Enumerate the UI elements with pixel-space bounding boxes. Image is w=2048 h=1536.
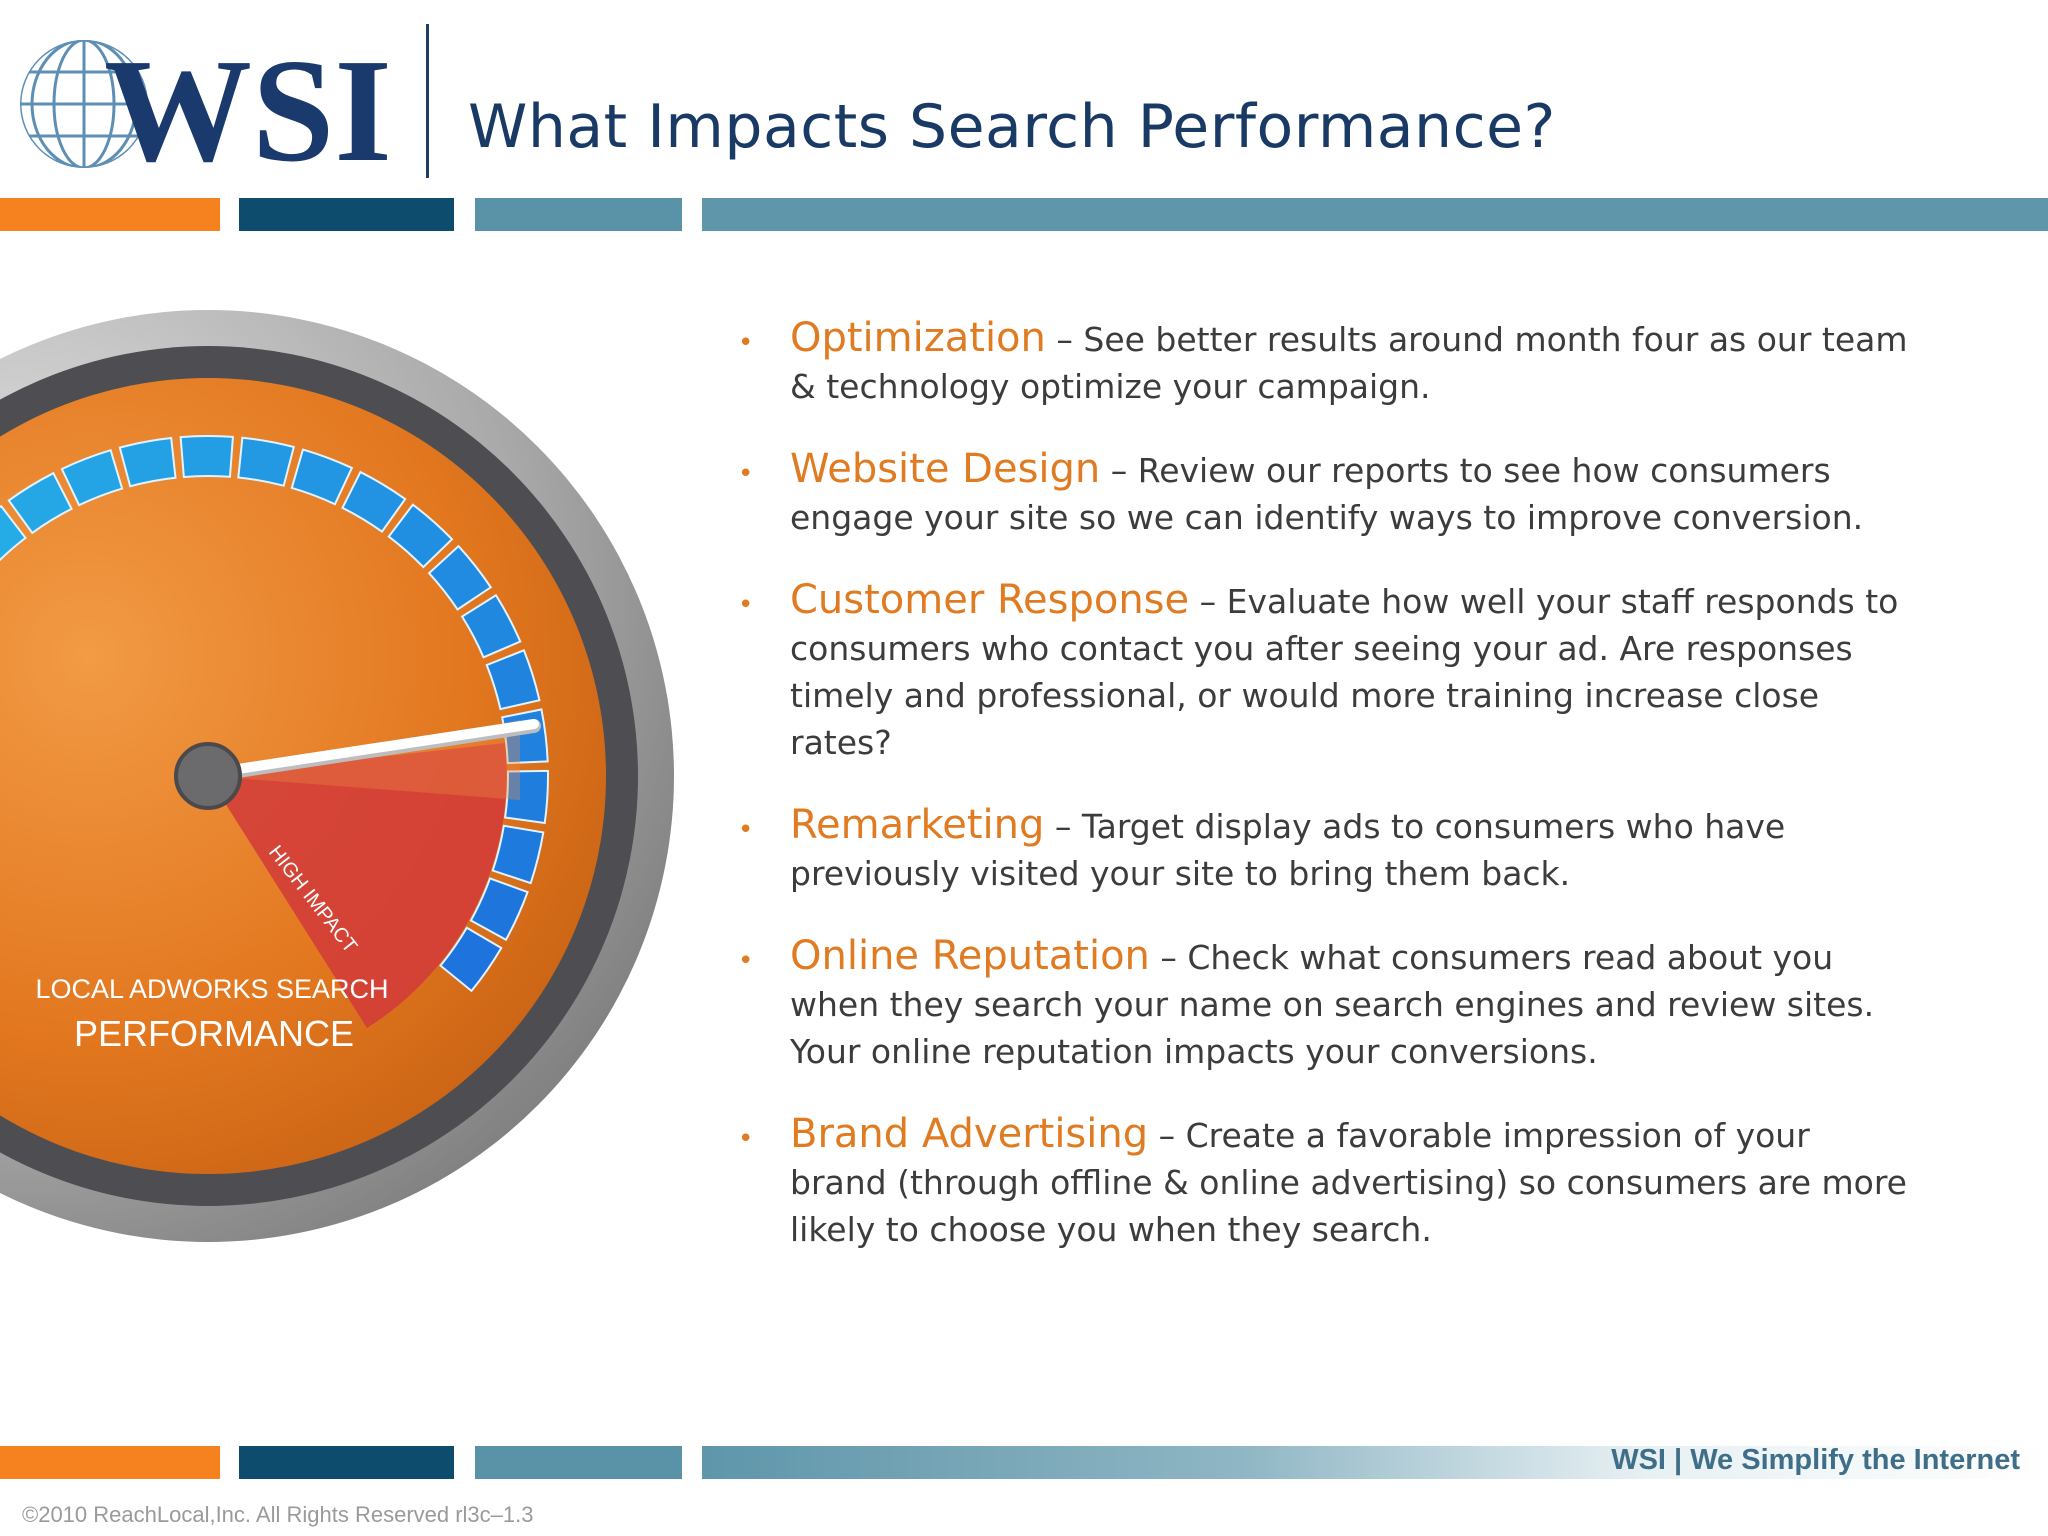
gauge-arc-segment [341,470,407,534]
wsi-logo: WSI [20,29,392,182]
list-item-brand-advertising: • Brand Advertising – Create a favorable… [736,1114,1916,1256]
gauge-label-line2: PERFORMANCE [74,1013,354,1054]
logo-text: WSI [104,29,392,182]
footer-tagline: WSI | We Simplify the Internet [1611,1444,2020,1476]
impact-factor-list: • Optimization – See better results arou… [736,318,1916,1292]
bottom-bar-fade [702,1446,2048,1479]
list-item-online-reputation: • Online Reputation – Check what consume… [736,936,1916,1078]
bottom-bar-orange [0,1446,220,1479]
top-bar-navy [239,198,454,231]
gauge-arc-segment [503,769,549,825]
bullet-icon: • [738,1124,754,1154]
gauge-arc-segment [290,448,354,506]
gauge-label-line1: LOCAL ADWORKS SEARCH [35,974,388,1004]
item-title: Website Design [790,446,1101,492]
gauge-arc-segment [485,648,541,711]
gauge-arc-segment [7,471,73,535]
gauge-arc-segment [439,926,503,993]
gauge-arc-segment [118,436,177,488]
gauge-arc-segment [237,436,296,487]
gauge-arc-segment [469,877,529,942]
bullet-icon: • [738,946,754,976]
item-title: Optimization [790,315,1046,361]
list-item-remarketing: • Remarketing – Target display ads to co… [736,805,1916,900]
gauge-arc-segment [60,448,124,507]
item-title: Online Reputation [790,933,1150,979]
item-description: – Evaluate how well your staff responds … [790,582,1899,762]
top-bar-teal [475,198,682,231]
high-impact-zone [208,743,507,1028]
top-bar-orange [0,198,220,231]
item-title: Remarketing [790,802,1045,848]
bullet-icon: • [738,459,754,489]
item-title: Brand Advertising [790,1111,1149,1157]
gauge-needle [187,719,539,781]
bottom-bar-teal [475,1446,682,1479]
copyright-notice: ©2010 ReachLocal,Inc. All Rights Reserve… [22,1502,534,1527]
list-item-customer-response: • Customer Response – Evaluate how well … [736,580,1916,769]
gauge-arc [0,435,549,993]
bottom-bar-navy [239,1446,454,1479]
list-item-optimization: • Optimization – See better results arou… [736,318,1916,413]
header-divider [426,24,429,178]
item-description: – Create a favorable impression of your … [790,1116,1907,1249]
gauge-arc-segment [460,593,522,659]
bullet-icon: • [738,590,754,620]
bullet-icon: • [738,328,754,358]
gauge-arc-segment [179,435,234,479]
page-title: What Impacts Search Performance? [468,92,1556,162]
performance-gauge: HIGH IMPACT LOCAL ADWORKS SEARCH PERFORM… [0,310,674,1242]
gauge-arc-segment [0,504,27,562]
item-description: – See better results around month four a… [790,320,1908,406]
item-description: – Review our reports to see how consumer… [790,451,1864,537]
gauge-hub [174,742,242,810]
gauge-arc-segment [491,824,545,885]
gauge-arc-segment [387,503,454,569]
top-bar-long [702,198,2048,231]
gauge-arc-segment [427,544,493,611]
bullet-icon: • [738,815,754,845]
globe-icon [20,40,148,168]
item-description: – Target display ads to consumers who ha… [790,807,1786,893]
item-description: – Check what consumers read about you wh… [790,938,1875,1071]
item-title: Customer Response [790,577,1190,623]
list-item-website-design: • Website Design – Review our reports to… [736,449,1916,544]
